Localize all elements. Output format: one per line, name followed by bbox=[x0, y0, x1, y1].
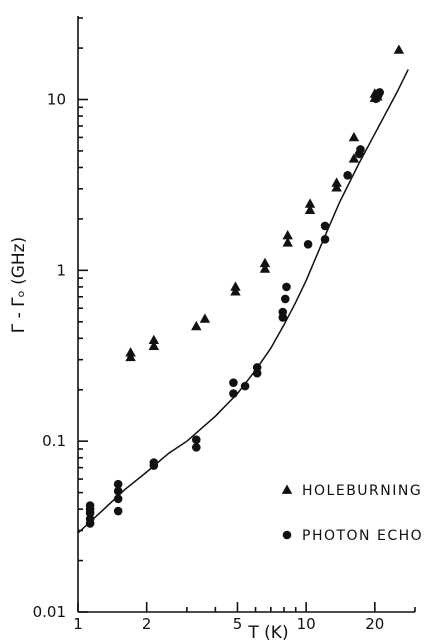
fit-curve bbox=[77, 69, 409, 534]
holeburning-point bbox=[304, 198, 316, 208]
x-axis-title: T (K) bbox=[247, 623, 288, 642]
photon-echo-point bbox=[113, 479, 123, 489]
holeburning-point bbox=[259, 263, 271, 273]
x-tick-label: 20 bbox=[365, 615, 384, 633]
photon-echo-point bbox=[113, 494, 123, 504]
y-tick-label: 10 bbox=[47, 91, 66, 109]
y-tick-label: 0.1 bbox=[42, 432, 66, 450]
photon-echo-point bbox=[320, 234, 330, 244]
holeburning-point bbox=[125, 347, 136, 357]
photon-echo-point bbox=[252, 363, 262, 372]
legend-triangle-marker bbox=[281, 484, 293, 494]
photon-echo-point bbox=[320, 221, 330, 231]
photon-echo-point bbox=[113, 506, 123, 516]
x-tick-label: 10 bbox=[297, 615, 316, 633]
legend-label: HOLEBURNING bbox=[302, 483, 422, 499]
holeburning-point bbox=[259, 257, 271, 268]
holeburning-point bbox=[191, 320, 202, 331]
holeburning-point bbox=[148, 340, 160, 350]
holeburning-point bbox=[331, 177, 342, 187]
holeburning-point bbox=[199, 313, 211, 323]
photon-echo-point bbox=[113, 486, 123, 496]
photon-echo-point bbox=[229, 389, 238, 398]
photon-echo-point bbox=[191, 435, 201, 444]
photon-echo-point bbox=[280, 294, 290, 304]
photon-echo-point bbox=[191, 443, 201, 452]
x-tick-label: 5 bbox=[233, 615, 243, 633]
fit-curve-layer bbox=[77, 69, 409, 534]
photon-echo-point bbox=[240, 381, 250, 391]
photon-echo-point bbox=[282, 282, 291, 292]
photon-echo-point bbox=[278, 307, 288, 317]
photon-echo-point bbox=[356, 145, 365, 154]
photon-echo-point bbox=[343, 171, 352, 180]
legend-circle-marker bbox=[282, 530, 292, 540]
holeburning-point bbox=[304, 204, 316, 215]
holeburning-point bbox=[393, 44, 405, 54]
data-points-layer bbox=[85, 44, 405, 528]
holeburning-point bbox=[348, 131, 360, 142]
y-tick-label: 1 bbox=[56, 261, 66, 279]
photon-echo-point bbox=[375, 88, 384, 97]
y-axis-title: Γ - Γₒ (GHz) bbox=[9, 237, 29, 333]
legend: HOLEBURNING PHOTON ECHO bbox=[281, 483, 423, 544]
holeburning-point bbox=[331, 182, 342, 192]
x-tick-label: 2 bbox=[142, 615, 152, 633]
photon-echo-point bbox=[149, 458, 159, 467]
y-tick-label: 0.01 bbox=[33, 603, 66, 621]
legend-label: PHOTON ECHO bbox=[302, 528, 423, 544]
holeburning-point bbox=[230, 281, 241, 291]
holeburning-point bbox=[230, 286, 241, 296]
holeburning-point bbox=[148, 334, 160, 345]
photon-echo-point bbox=[85, 514, 95, 524]
holeburning-point bbox=[348, 153, 360, 163]
holeburning-point bbox=[282, 229, 293, 240]
holeburning-point bbox=[282, 237, 293, 247]
x-tick-label: 1 bbox=[73, 615, 83, 633]
photon-echo-point bbox=[229, 378, 238, 387]
photon-echo-point bbox=[85, 501, 95, 510]
photon-echo-point bbox=[303, 240, 313, 249]
axes: 0.01 0.1 1 10 1 2 5 10 20 T (K) Γ - Γₒ (GHz) bbox=[9, 16, 416, 642]
